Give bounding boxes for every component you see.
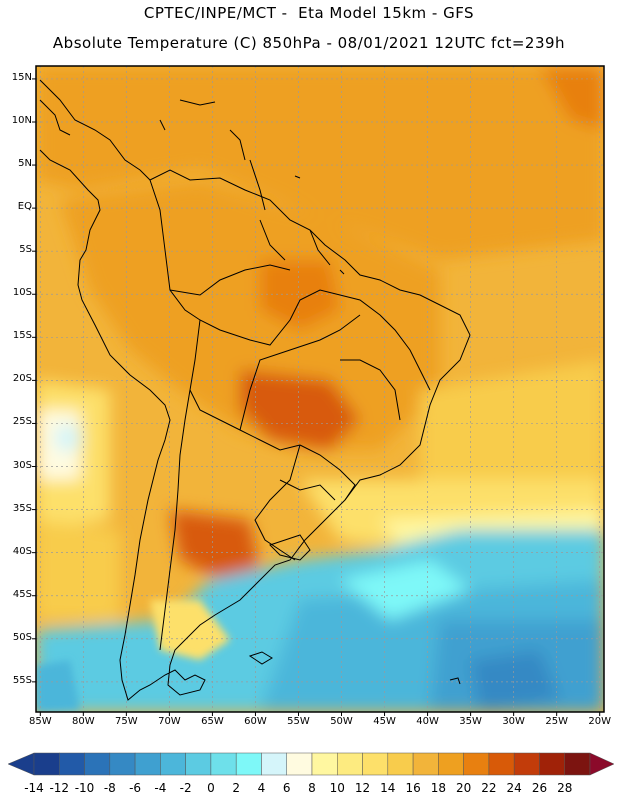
lon-label: 55W: [287, 716, 310, 727]
colorbar-tick-label: -10: [74, 781, 95, 795]
colorbar-tick-label: 12: [354, 781, 371, 795]
lon-label: 45W: [373, 716, 396, 727]
map-frame: [35, 65, 605, 713]
colorbar-swatch: [337, 752, 363, 776]
colorbar-tick-label: 22: [481, 781, 497, 795]
colorbar-swatch: [488, 752, 515, 776]
colorbar-swatch: [261, 752, 287, 776]
chart-title-line2: Absolute Temperature (C) 850hPa - 08/01/…: [52, 34, 566, 52]
colorbar-swatch: [286, 752, 313, 776]
lon-label: 25W: [545, 716, 568, 727]
lat-label: 45S: [12, 588, 32, 600]
colorbar-min-arrow: [7, 752, 35, 776]
lon-label: 85W: [28, 716, 52, 727]
colorbar-tick-label: 28: [557, 781, 573, 795]
colorbar-swatch: [109, 752, 136, 776]
colorbar-tick-label: 26: [531, 781, 548, 795]
lat-label: 5S: [19, 244, 32, 256]
lat-label: 25S: [12, 416, 32, 428]
lat-label: 50S: [12, 631, 32, 643]
colorbar-swatch: [59, 752, 85, 776]
lon-label: 60W: [244, 716, 267, 727]
colorbar-swatch: [539, 752, 565, 776]
coastlines-and-borders: [39, 79, 471, 701]
lat-label: 35S: [12, 502, 32, 514]
lon-label: 40W: [416, 716, 439, 727]
lat-label: 5N: [18, 158, 32, 170]
lat-label: 10N: [11, 114, 32, 126]
temperature-field: [36, 66, 604, 712]
colorbar-swatch: [84, 752, 111, 776]
colorbar-tick-label: -6: [129, 781, 142, 795]
temperature-map: [32, 65, 605, 716]
lon-label: 20W: [588, 716, 611, 727]
colorbar-tick-label: 14: [380, 781, 396, 795]
lat-label: EQ: [17, 201, 32, 213]
colorbar-tick-label: -14: [24, 781, 44, 795]
lat-label: 20S: [12, 373, 32, 385]
colorbar-swatch: [513, 752, 540, 776]
lat-label: 10S: [12, 287, 32, 299]
colorbar-tick-label: 0: [207, 781, 215, 795]
colorbar-tick-label: 16: [405, 781, 421, 795]
colorbar-tick-label: -4: [154, 781, 167, 795]
colorbar-swatch: [412, 752, 439, 776]
colorbar-tick-label: -8: [103, 781, 116, 795]
colorbar-swatch: [210, 752, 237, 776]
lat-label: 55S: [12, 674, 32, 686]
colorbar-tick-label: 2: [232, 781, 240, 795]
colorbar-tick-label: 24: [506, 781, 522, 795]
colorbar-swatch: [362, 752, 389, 776]
chart-title-line1: CPTEC/INPE/MCT - Eta Model 15km - GFS: [143, 4, 475, 22]
colorbar-swatch: [160, 752, 186, 776]
colorbar-tick-label: 10: [329, 781, 345, 795]
lon-label: 50W: [330, 716, 353, 727]
colorbar-max-arrow: [589, 752, 615, 776]
lat-label: 15N: [11, 71, 32, 83]
lon-label: 80W: [72, 716, 95, 727]
lon-label: 35W: [459, 716, 482, 727]
lon-label: 70W: [158, 716, 181, 727]
colorbar-tick-label: 20: [455, 781, 472, 795]
lon-label: 65W: [201, 716, 224, 727]
lat-label: 15S: [12, 330, 32, 342]
lat-label: 40S: [12, 545, 32, 557]
colorbar-swatch: [564, 752, 591, 776]
colorbar-tick-label: 4: [257, 781, 266, 795]
lat-label: 30S: [12, 459, 32, 471]
colorbar-tick-label: 6: [282, 781, 291, 795]
colorbar-swatch: [235, 752, 262, 776]
colorbar-tick-label: -12: [49, 781, 70, 795]
colorbar-tick-label: 18: [430, 781, 446, 795]
lon-label: 75W: [115, 716, 138, 727]
colorbar-swatch: [387, 752, 414, 776]
colorbar-swatch: [311, 752, 338, 776]
colorbar: [7, 752, 615, 776]
colorbar-swatch: [33, 752, 60, 776]
colorbar-swatch: [463, 752, 490, 776]
colorbar-swatch: [185, 752, 212, 776]
lon-label: 30W: [502, 716, 525, 727]
colorbar-tick-label: -2: [179, 781, 192, 795]
colorbar-swatch: [134, 752, 161, 776]
colorbar-tick-label: 8: [308, 781, 316, 795]
colorbar-swatch: [438, 752, 464, 776]
